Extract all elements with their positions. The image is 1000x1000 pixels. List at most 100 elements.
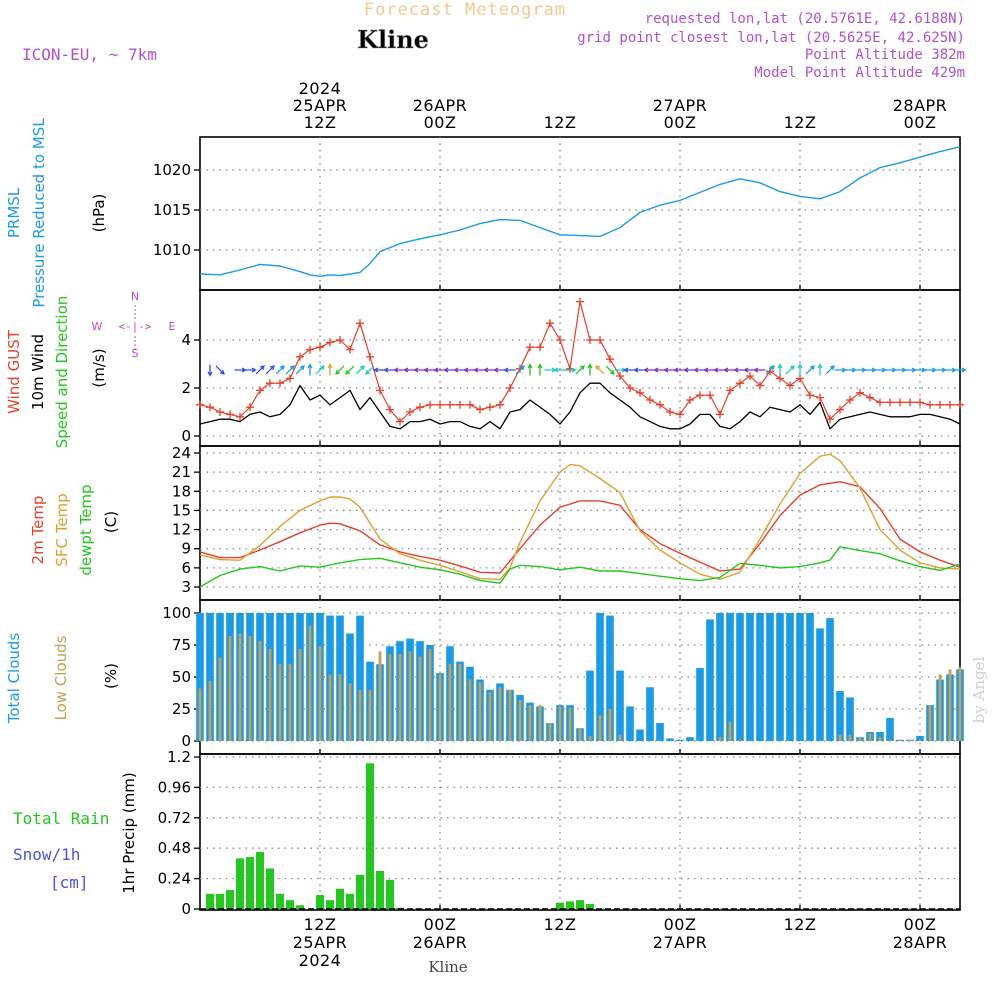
gust-marker xyxy=(466,400,474,409)
low-cloud-bar xyxy=(428,648,432,741)
gust-marker xyxy=(306,345,314,354)
temp-sfc-line xyxy=(199,453,961,580)
gust-marker xyxy=(556,336,564,344)
gust-marker xyxy=(266,379,274,388)
gust-marker xyxy=(596,336,604,344)
axis-title: SFC Temp xyxy=(53,493,71,566)
wind-direction-arrow xyxy=(924,367,937,373)
total-cloud-bar xyxy=(716,613,724,741)
precip-label-unit: [cm] xyxy=(50,873,89,892)
y-tick-label: 6 xyxy=(181,559,191,577)
y-tick-label: 1.2 xyxy=(167,748,191,766)
compass-west: W xyxy=(92,320,103,333)
wind-direction-arrow xyxy=(564,367,577,373)
gust-marker xyxy=(316,343,324,352)
wind-direction-arrow xyxy=(234,367,247,373)
total-cloud-bar xyxy=(626,706,634,741)
gust-marker xyxy=(706,391,714,400)
wind-direction-arrow xyxy=(854,367,867,373)
low-cloud-bar xyxy=(518,700,522,741)
wind-direction-arrow xyxy=(255,365,265,375)
y-tick-label: 0 xyxy=(181,900,191,918)
low-cloud-bar xyxy=(368,689,372,741)
low-cloud-bar xyxy=(348,683,352,741)
precip-bar xyxy=(206,893,214,909)
low-cloud-bar xyxy=(608,709,612,741)
low-cloud-bar xyxy=(508,689,512,741)
gust-marker xyxy=(776,374,784,383)
top-time-label: 26APR xyxy=(413,96,468,115)
wind-direction-arrow xyxy=(785,365,795,375)
bottom-time-label: 2024 xyxy=(299,951,342,970)
total-cloud-bar xyxy=(826,618,834,741)
axis-title: Pressure Reduced to MSL xyxy=(30,118,48,308)
compass-north: N xyxy=(131,290,139,303)
meteogram-title: Forecast Meteogram xyxy=(364,0,566,20)
wind-direction-arrow xyxy=(797,363,803,376)
low-cloud-bar xyxy=(488,692,492,741)
total-cloud-bar xyxy=(776,613,784,741)
total-cloud-bar xyxy=(596,613,604,741)
low-cloud-bar xyxy=(308,625,312,741)
total-cloud-bar xyxy=(686,737,694,741)
low-cloud-bar xyxy=(888,739,892,741)
gust-marker xyxy=(546,319,554,328)
gust-marker xyxy=(646,396,654,404)
gust-marker xyxy=(626,384,634,392)
precip-bar xyxy=(266,868,274,909)
low-cloud-bar xyxy=(898,739,902,741)
y-tick-label: 9 xyxy=(181,540,191,558)
total-cloud-bar xyxy=(816,628,824,741)
gust-marker xyxy=(716,410,724,419)
low-cloud-bar xyxy=(328,674,332,741)
axis-title: 10m Wind xyxy=(29,334,47,410)
precip-bar xyxy=(346,893,354,909)
low-cloud-bar xyxy=(208,680,212,741)
top-time-label: 00Z xyxy=(664,113,697,132)
gust-marker xyxy=(806,391,814,400)
low-cloud-bar xyxy=(418,656,422,741)
axis-title: Total Clouds xyxy=(5,633,23,725)
gust-marker xyxy=(796,374,804,383)
total-cloud-bar xyxy=(786,613,794,741)
gust-marker xyxy=(246,403,254,412)
gust-marker xyxy=(856,388,864,397)
gust-marker xyxy=(956,400,964,409)
axis-unit: (%) xyxy=(102,663,120,689)
pressure-panel: 1010 1015 1020 xyxy=(153,136,961,291)
y-tick-label: 0.24 xyxy=(158,870,191,888)
wind-direction-arrow xyxy=(944,367,957,373)
y-tick-label: 4 xyxy=(181,331,191,349)
precip-panel: 0 0.24 0.48 0.72 0.96 1.2 xyxy=(158,748,961,918)
top-time-label: 27APR xyxy=(653,96,708,115)
wind-direction-arrow xyxy=(365,365,375,375)
total-cloud-bar xyxy=(206,613,214,741)
low-cloud-bar xyxy=(408,651,412,741)
low-cloud-bar xyxy=(868,733,872,741)
top-time-label: 00Z xyxy=(904,113,937,132)
gust-marker xyxy=(336,336,344,344)
precip-bar xyxy=(236,858,244,909)
precip-bar xyxy=(336,888,344,909)
low-cloud-bar xyxy=(388,653,392,741)
low-cloud-bar xyxy=(948,669,952,741)
total-cloud-bar xyxy=(636,729,644,741)
y-tick-label: 1015 xyxy=(153,201,191,219)
point-altitude: Point Altitude 382m xyxy=(805,47,965,63)
total-cloud-bar xyxy=(756,613,764,741)
bottom-time-label: 28APR xyxy=(893,933,948,952)
low-cloud-bar xyxy=(538,705,542,741)
y-tick-label: 0 xyxy=(181,427,191,445)
axis-title: Speed and Direction xyxy=(53,296,71,449)
total-cloud-bar xyxy=(806,613,814,741)
total-cloud-bar xyxy=(646,687,654,741)
wind-direction-arrow xyxy=(244,367,257,373)
precip-bar xyxy=(286,900,294,909)
precip-bar xyxy=(586,903,594,909)
gust-marker xyxy=(746,372,754,380)
clouds-panel: 0 25 50 75 100 xyxy=(162,599,964,755)
wind-frame xyxy=(199,289,961,447)
low-cloud-bar xyxy=(438,674,442,741)
credit-text: by Angel xyxy=(970,656,988,723)
